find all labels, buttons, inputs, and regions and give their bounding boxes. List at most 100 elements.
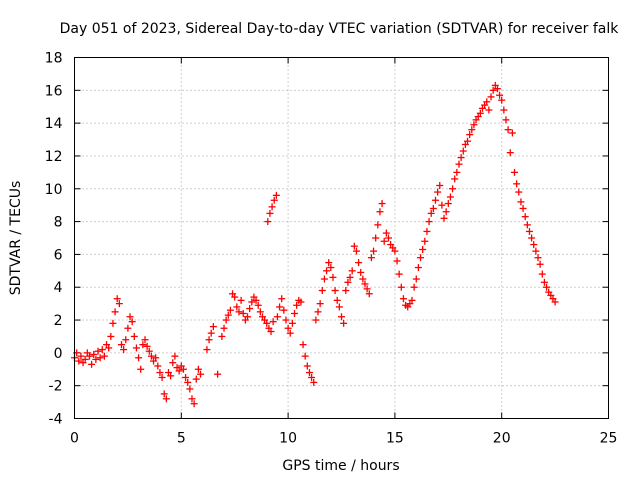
y-tick-label: 2 [54,313,63,329]
data-point [464,137,472,145]
data-point [327,264,335,272]
data-point [440,214,448,222]
y-tick-label: 14 [45,116,63,132]
data-point [132,344,140,352]
data-point [312,316,320,324]
data-point [203,346,211,354]
data-points [71,81,559,408]
data-point [395,270,403,278]
data-point [314,308,322,316]
data-point [222,316,230,324]
y-tick-label: 12 [45,149,63,165]
data-point [536,260,544,268]
data-point [175,367,183,375]
data-point [284,324,292,332]
data-point [156,369,164,377]
data-point [282,316,290,324]
x-tick-label: 5 [177,431,186,447]
data-point [344,278,352,286]
data-point [145,347,153,355]
data-point [340,319,348,327]
data-point [184,378,192,386]
data-point [378,200,386,208]
data-point [256,308,264,316]
data-point [179,365,187,373]
data-point [376,208,384,216]
data-point [506,149,514,157]
data-point [96,354,104,362]
data-point [280,306,288,314]
y-axis-label: SDTVAR / TECUs [8,181,24,296]
data-point [94,347,102,355]
y-tick-label: -2 [49,379,63,395]
data-point [320,275,328,283]
data-point [188,395,196,403]
data-point [410,283,418,291]
data-point [224,311,232,319]
data-point [231,293,239,301]
data-point [355,259,363,267]
data-point [308,373,316,381]
data-point [485,106,493,114]
data-point [124,324,132,332]
data-point [120,346,128,354]
data-point [160,390,168,398]
data-point [504,126,512,134]
data-point [297,298,305,306]
data-point [425,218,433,226]
chart-title: Day 051 of 2023, Sidereal Day-to-day VTE… [60,21,620,37]
data-point [209,323,217,331]
data-point [246,305,254,313]
data-point [92,355,100,363]
data-point [468,126,476,134]
data-point [493,85,501,93]
data-point [365,290,373,298]
data-point [267,328,275,336]
data-point [128,318,136,326]
data-point [449,185,457,193]
data-point [525,227,533,235]
data-point [370,247,378,255]
data-point [272,191,280,199]
data-point [291,309,299,317]
data-point [100,352,108,360]
x-tick-label: 10 [279,431,297,447]
data-point [459,147,467,155]
data-point [442,208,450,216]
data-point [427,209,435,217]
data-point [252,296,260,304]
data-point [139,341,147,349]
data-point [299,341,307,349]
data-point [530,241,538,249]
data-point [399,295,407,303]
data-point [107,332,115,340]
data-point [248,298,256,306]
data-point [90,351,98,359]
data-point [352,247,360,255]
data-point [470,121,478,129]
data-point [237,296,245,304]
plot-frame [74,57,609,419]
data-point [412,275,420,283]
data-point [310,378,318,386]
data-point [367,254,375,262]
y-tick-label: -4 [49,412,63,428]
data-point [122,336,130,344]
data-point [453,168,461,176]
data-point [85,352,93,360]
data-point [152,354,160,362]
data-point [534,254,542,262]
y-tick-label: 16 [45,83,63,99]
data-point [361,280,369,288]
data-point [338,313,345,321]
data-point [137,365,145,373]
data-point [235,308,243,316]
y-tick-label: 18 [45,51,63,67]
data-point [141,336,149,344]
data-point [342,287,350,295]
data-point [393,257,401,265]
data-point [171,352,179,360]
data-point [192,375,200,383]
data-point [186,385,194,393]
